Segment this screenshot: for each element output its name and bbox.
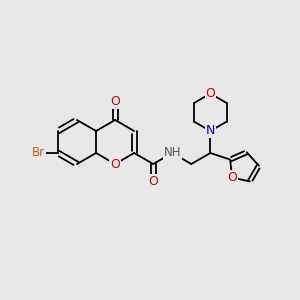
- Text: O: O: [148, 175, 158, 188]
- Text: NH: NH: [164, 146, 181, 160]
- Text: N: N: [206, 124, 215, 137]
- Text: O: O: [110, 95, 120, 108]
- Text: O: O: [227, 171, 237, 184]
- Text: O: O: [110, 158, 120, 170]
- Text: Br: Br: [32, 146, 45, 160]
- Text: O: O: [206, 87, 215, 100]
